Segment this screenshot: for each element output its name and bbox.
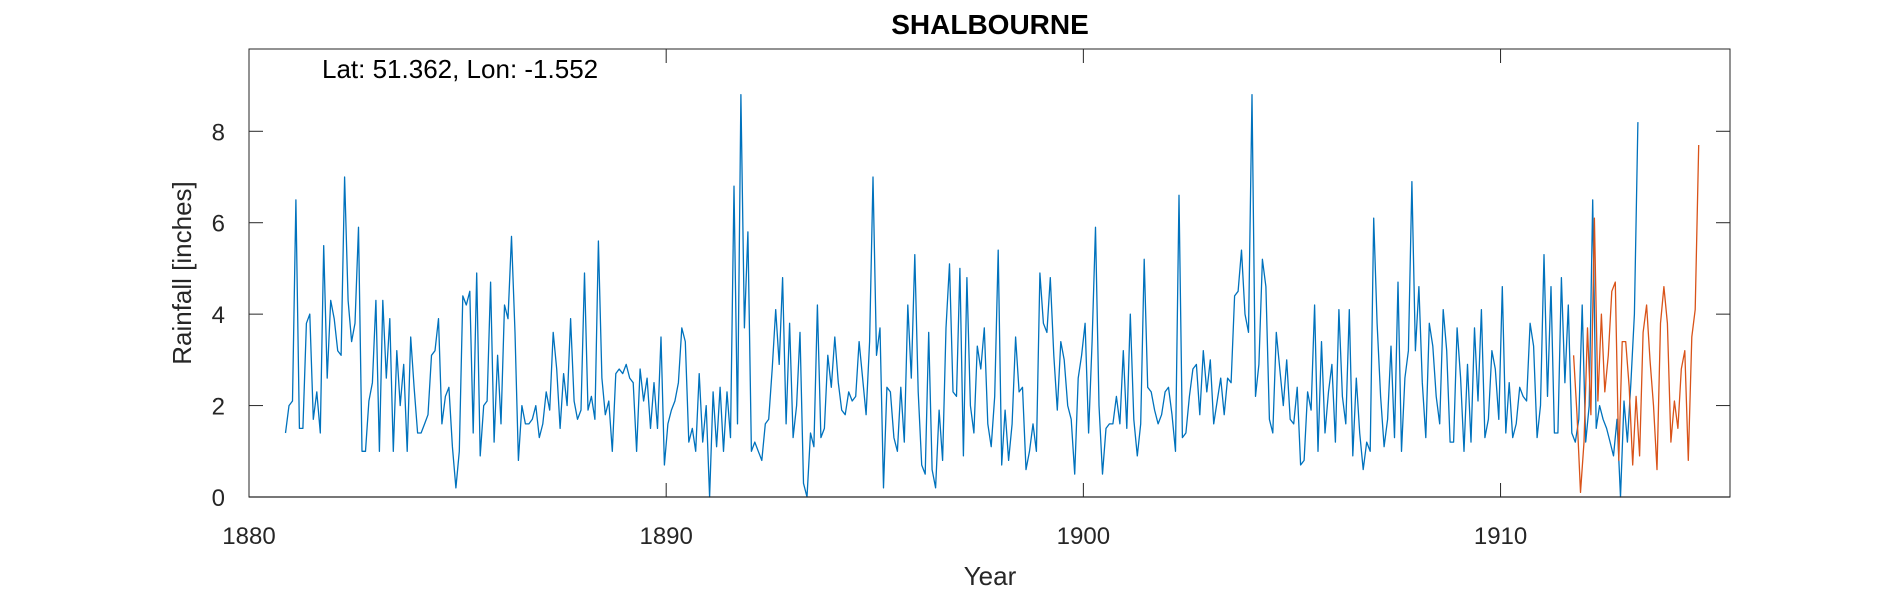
y-tick-label: 0 — [212, 485, 225, 512]
x-axis-label: Year — [964, 561, 1017, 591]
series-line-1 — [284, 94, 1639, 498]
y-tick-label: 6 — [212, 211, 225, 238]
chart-title: SHALBOURNE — [891, 9, 1089, 40]
x-tick-label: 1900 — [1057, 523, 1110, 550]
y-tick-label: 2 — [212, 394, 225, 421]
plot-area — [248, 48, 1731, 498]
x-tick-label: 1910 — [1474, 523, 1527, 550]
y-tick-labels: 0 2 4 6 8 — [212, 119, 225, 512]
location-annotation: Lat: 51.362, Lon: -1.552 — [322, 54, 598, 84]
y-tick-label: 4 — [212, 302, 225, 329]
x-tick-label: 1880 — [222, 523, 275, 550]
series-group — [284, 94, 1700, 498]
y-axis-label: Rainfall [inches] — [167, 181, 197, 365]
x-tick-label: 1890 — [639, 523, 692, 550]
axis-ticks — [248, 49, 1730, 498]
y-tick-label: 8 — [212, 119, 225, 146]
x-tick-labels: 1880 1890 1900 1910 — [222, 523, 1527, 550]
series-line-2 — [1572, 144, 1700, 494]
